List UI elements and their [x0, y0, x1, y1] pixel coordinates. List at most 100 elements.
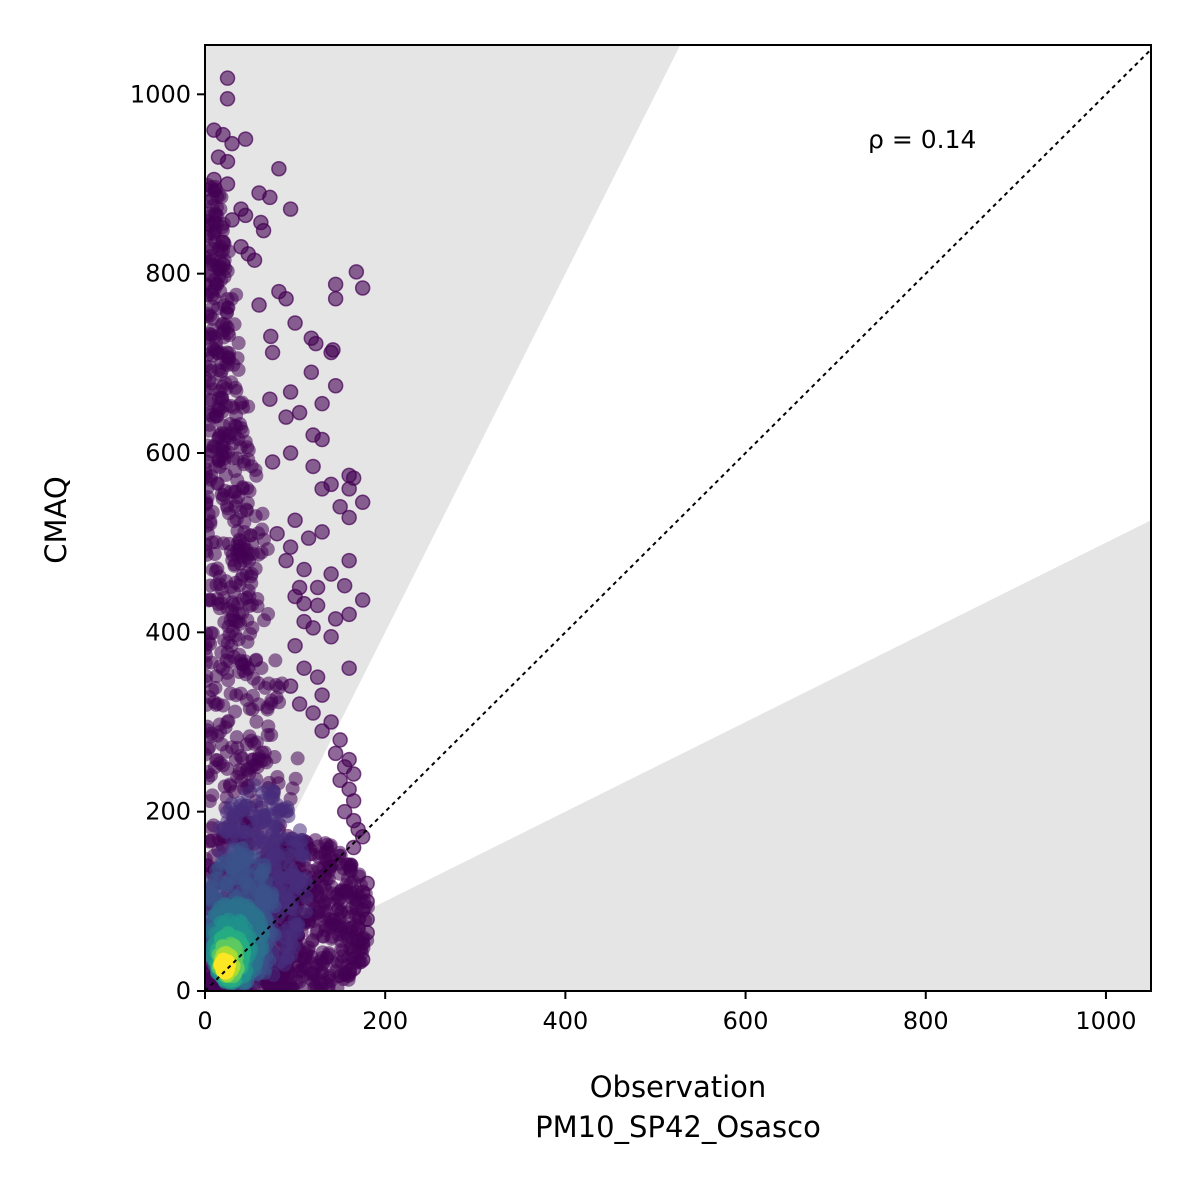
scatter-point-dense	[205, 788, 220, 803]
scatter-point	[300, 530, 317, 546]
scatter-point-dense	[284, 831, 299, 846]
scatter-point	[237, 207, 254, 224]
scatter-point-dense	[228, 704, 243, 719]
scatter-point-dense	[228, 752, 243, 767]
scatter-point-dense	[245, 536, 260, 551]
scatter-point-dense	[205, 578, 218, 593]
scatter-point-dense	[207, 760, 222, 775]
scatter-point-dense	[295, 832, 310, 847]
scatter-point	[264, 344, 281, 361]
scatter-point-dense	[231, 362, 246, 377]
scatter-point	[314, 687, 330, 703]
one-to-one-line	[205, 48, 1151, 991]
y-tick-label: 600	[145, 439, 191, 467]
scatter-point-dense	[205, 891, 215, 906]
scatter-point-dense	[290, 751, 305, 766]
scatter-point	[327, 276, 344, 293]
scatter-point-dense	[267, 750, 282, 765]
scatter-point-dense	[254, 753, 269, 768]
scatter-point	[219, 153, 236, 170]
scatter-point-dense	[205, 648, 213, 663]
scatter-point-dense	[228, 380, 243, 395]
scatter-point-dense	[219, 823, 234, 838]
x-tick-label: 800	[903, 1007, 949, 1035]
scatter-point	[323, 344, 339, 361]
scatter-point-dense	[205, 690, 217, 705]
scatter-point-dense	[247, 906, 262, 921]
scatter-point	[354, 829, 371, 845]
scatter-point-dense	[242, 729, 257, 744]
scatter-point-dense	[232, 766, 247, 781]
y-tick-label: 200	[145, 798, 191, 826]
scatter-point	[224, 135, 240, 152]
scatter-point	[341, 509, 357, 526]
scatter-point	[327, 377, 344, 394]
scatter-point-dense	[228, 897, 243, 912]
scatter-point	[237, 131, 254, 147]
scatter-point-dense	[241, 662, 256, 677]
scatter-point-dense	[218, 318, 233, 333]
scatter-point-dense	[205, 526, 215, 541]
scatter-point-dense	[236, 855, 251, 870]
scatter-point-dense	[321, 946, 336, 961]
scatter-point	[219, 70, 236, 86]
scatter-point	[345, 942, 362, 959]
scatter-point-dense	[253, 895, 268, 910]
scatter-point-dense	[234, 919, 249, 934]
scatter-point-dense	[230, 451, 245, 466]
scatter-point	[282, 384, 299, 400]
scatter-point-dense	[205, 396, 217, 411]
scatter-point	[345, 793, 362, 809]
scatter-point-dense	[288, 917, 303, 932]
x-tick-label: 0	[197, 1007, 212, 1035]
scatter-point	[296, 561, 312, 578]
scatter-point	[271, 160, 287, 177]
scatter-point-dense	[344, 864, 359, 879]
scatter-point-dense	[250, 599, 265, 614]
scatter-point	[305, 620, 321, 636]
scatter-point-dense	[281, 803, 296, 818]
scatter-point	[282, 539, 299, 555]
scatter-point-dense	[205, 268, 213, 283]
scatter-point-dense	[318, 975, 333, 990]
scatter-point-dense	[209, 863, 224, 878]
scatter-point	[354, 494, 371, 511]
plot-frame	[204, 44, 1152, 992]
scatter-point-dense	[205, 747, 213, 762]
scatter-point-dense	[220, 761, 235, 776]
x-axis-label: Observation	[590, 1070, 767, 1104]
scatter-point-dense	[214, 737, 229, 752]
scatter-point	[354, 280, 371, 296]
y-tick-label: 400	[145, 618, 191, 646]
scatter-point-dense	[211, 453, 226, 468]
scatter-point-dense	[205, 507, 216, 522]
scatter-point-dense	[241, 452, 256, 467]
scatter-point-dense	[266, 801, 281, 816]
scatter-point-dense	[241, 399, 256, 414]
scatter-point	[264, 454, 281, 470]
y-tick-label: 0	[176, 977, 191, 1005]
annotation-rho: ρ = 0.14	[868, 125, 976, 154]
scatter-point-dense	[226, 400, 241, 415]
x-tick-label: 400	[542, 1007, 588, 1035]
scatter-point-dense	[317, 905, 332, 920]
scatter-point-dense	[288, 771, 303, 786]
scatter-point-dense	[228, 805, 243, 820]
scatter-point-dense	[263, 819, 278, 834]
scatter-point-dense	[261, 607, 276, 622]
scatter-point-dense	[295, 969, 310, 984]
scatter-point-dense	[209, 669, 224, 684]
scatter-point-dense	[214, 390, 229, 405]
scatter-point-dense	[264, 693, 279, 708]
scatter-point-dense	[298, 947, 313, 962]
scatter-point-dense	[223, 686, 238, 701]
scatter-point-dense	[255, 522, 270, 537]
scatter-point	[219, 91, 236, 107]
scatter-point-dense	[205, 370, 213, 385]
scatter-point	[323, 566, 339, 582]
shade-region-lower	[205, 520, 1151, 991]
scatter-point-dense	[205, 308, 218, 323]
scatter-point	[314, 395, 330, 412]
scatter-point	[314, 524, 330, 540]
